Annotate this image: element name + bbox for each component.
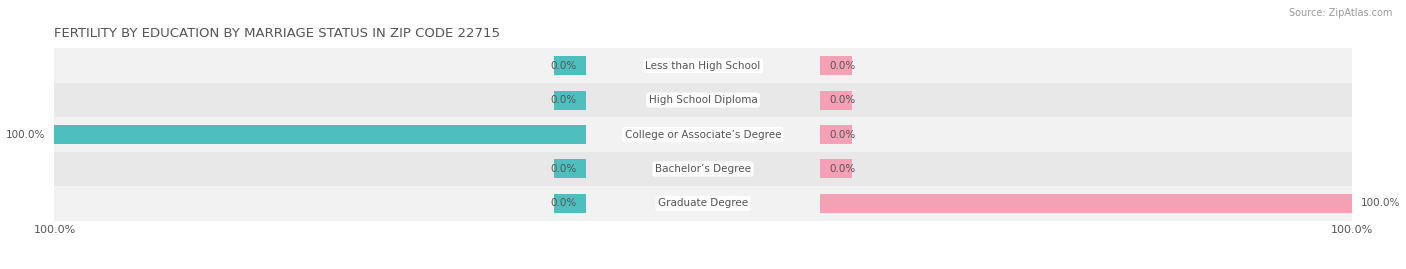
Bar [554, 56, 586, 75]
Bar [554, 91, 586, 109]
Bar [55, 83, 1351, 117]
Bar [554, 194, 586, 213]
Bar [55, 152, 1351, 186]
Bar [820, 56, 852, 75]
Text: 0.0%: 0.0% [830, 164, 856, 174]
Text: Source: ZipAtlas.com: Source: ZipAtlas.com [1288, 8, 1392, 18]
Bar [55, 117, 1351, 152]
Text: 0.0%: 0.0% [830, 95, 856, 105]
Text: High School Diploma: High School Diploma [648, 95, 758, 105]
Text: 0.0%: 0.0% [550, 61, 576, 71]
Text: 0.0%: 0.0% [830, 61, 856, 71]
Text: Less than High School: Less than High School [645, 61, 761, 71]
Text: 0.0%: 0.0% [830, 129, 856, 140]
Text: 0.0%: 0.0% [550, 164, 576, 174]
Bar [820, 194, 1351, 213]
Text: Graduate Degree: Graduate Degree [658, 198, 748, 208]
Text: Bachelor’s Degree: Bachelor’s Degree [655, 164, 751, 174]
Text: College or Associate’s Degree: College or Associate’s Degree [624, 129, 782, 140]
Text: FERTILITY BY EDUCATION BY MARRIAGE STATUS IN ZIP CODE 22715: FERTILITY BY EDUCATION BY MARRIAGE STATU… [55, 27, 501, 40]
Bar [55, 48, 1351, 83]
Bar [820, 160, 852, 178]
Bar [55, 186, 1351, 221]
Text: 0.0%: 0.0% [550, 95, 576, 105]
Text: 0.0%: 0.0% [550, 198, 576, 208]
Text: 100.0%: 100.0% [6, 129, 45, 140]
Bar [820, 91, 852, 109]
Text: 100.0%: 100.0% [1361, 198, 1400, 208]
Bar [554, 160, 586, 178]
Bar [820, 125, 852, 144]
Bar [55, 125, 586, 144]
